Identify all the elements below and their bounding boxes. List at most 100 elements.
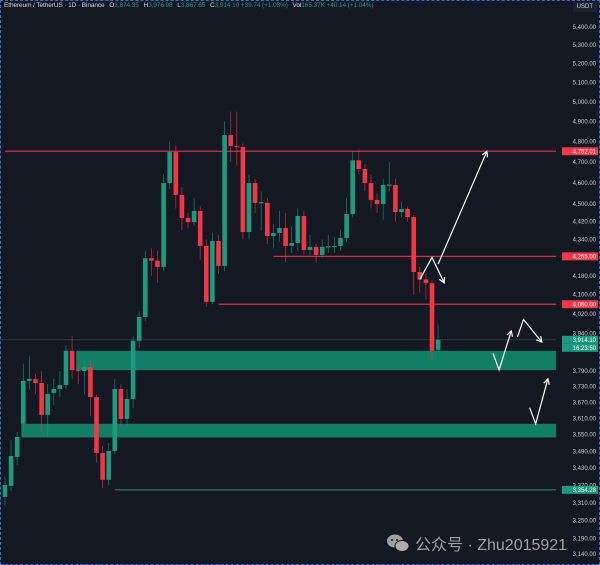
candle-body [258, 202, 264, 204]
symbol-name[interactable]: Ethereum / TetherUS · 1D · Binance [4, 2, 105, 9]
symbol-legend: Ethereum / TetherUS · 1D · Binance O3,87… [4, 2, 374, 9]
candle-body [246, 183, 252, 233]
candle-body [393, 184, 398, 213]
level-price-label-bg [562, 300, 598, 309]
candle-body [204, 245, 209, 302]
candle-body [167, 152, 172, 184]
y-tick-label: 3,250.00 [573, 519, 597, 525]
level-price-label: 4,752.01 [573, 149, 597, 155]
volume-value: 165.37K [301, 2, 325, 9]
projection-arrow [419, 256, 445, 284]
candle-body [350, 160, 355, 214]
y-tick-label: 3,430.00 [573, 466, 597, 472]
candle-body [344, 213, 349, 239]
candle-body [51, 388, 57, 393]
low-label: L [177, 2, 181, 9]
candle-body [295, 215, 301, 243]
candle-body [399, 208, 404, 213]
candle-body [374, 199, 380, 205]
candle-body [283, 228, 288, 246]
close-value: 3,914.10 [214, 2, 240, 9]
close-label: C [210, 2, 215, 9]
candle-body [191, 210, 197, 223]
price-change: +39.74 (+1.03%) [240, 2, 288, 9]
y-tick-label: 5,400.00 [573, 25, 597, 31]
current-price-label: 3,914.10 [573, 338, 597, 344]
candle-body [326, 246, 331, 248]
candle-body [27, 378, 32, 381]
candle-body [271, 232, 276, 237]
candle-body [380, 184, 386, 205]
arrowhead-icon [506, 329, 514, 337]
arrowhead-icon [536, 336, 543, 344]
volume-change: +40.14 (+1.04%) [326, 2, 374, 9]
candle-body [423, 279, 429, 284]
candle-body [338, 238, 343, 246]
candle-body [94, 397, 99, 453]
currency-button[interactable]: USDT [572, 2, 597, 12]
current-price-label-bg [562, 335, 598, 344]
candle-body [2, 485, 8, 497]
candle-body [179, 194, 185, 218]
support-zone [76, 350, 556, 371]
candle-body [362, 169, 368, 184]
candle-body [332, 245, 337, 248]
y-tick-label: 3,610.00 [573, 416, 597, 422]
candle-body [252, 183, 258, 203]
high-label: H [143, 2, 149, 9]
candle-body [161, 183, 166, 267]
candle-body [277, 228, 282, 233]
candle-body [307, 246, 313, 250]
candle-body [124, 398, 130, 419]
candle-body [75, 370, 81, 372]
projection-arrow [516, 318, 543, 343]
candle-body [411, 217, 416, 272]
y-tick-label: 4,020.00 [573, 312, 597, 318]
y-tick-label: 3,730.00 [573, 385, 597, 391]
y-tick-label: 3,670.00 [573, 400, 597, 406]
candle-body [197, 210, 203, 246]
open-value: 3,874.35 [114, 2, 139, 9]
candle-body [130, 340, 136, 399]
y-tick-label: 3,190.00 [573, 537, 597, 543]
candle-body [155, 260, 160, 267]
candle-body [417, 271, 423, 280]
y-tick-label: 3,550.00 [573, 433, 597, 439]
candle-body [33, 379, 38, 383]
high-value: 3,976.98 [148, 2, 173, 9]
candle-body [185, 217, 191, 223]
candle-body [57, 385, 63, 389]
projection-arrow [492, 330, 512, 372]
y-tick-label: 4,420.00 [573, 220, 597, 226]
candle-body [210, 240, 215, 302]
arrowhead-icon [543, 377, 550, 385]
bar-countdown-label: 16:23:50 [573, 346, 597, 352]
level-price-label: 3,354.28 [573, 488, 597, 494]
arrowhead-icon [481, 150, 489, 158]
candle-body [301, 215, 307, 250]
volume-label: Vol [292, 2, 302, 9]
candle-body [405, 208, 410, 218]
watermark-text: 公众号 · Zhu2015921 [415, 537, 568, 554]
y-tick-label: 4,100.00 [573, 293, 597, 299]
wechat-icon [387, 534, 410, 552]
candle-body [173, 152, 179, 195]
candle-body [143, 258, 148, 318]
arrowhead-icon [438, 276, 446, 285]
candle-body [216, 240, 221, 266]
y-tick-label: 4,340.00 [573, 237, 597, 243]
bar-countdown-label-bg [562, 343, 598, 352]
candle-body [435, 339, 441, 350]
y-tick-label: 4,500.00 [573, 202, 597, 208]
y-tick-label: 5,300.00 [573, 43, 597, 49]
y-tick-label: 3,490.00 [573, 449, 597, 455]
y-tick-label: 4,700.00 [573, 160, 597, 166]
y-tick-label: 4,600.00 [573, 181, 597, 187]
candle-body [21, 380, 26, 424]
support-zone [21, 423, 557, 438]
candle-body [63, 350, 69, 386]
level-price-label: 4,265.00 [573, 255, 597, 261]
y-tick-label: 4,800.00 [573, 139, 597, 145]
